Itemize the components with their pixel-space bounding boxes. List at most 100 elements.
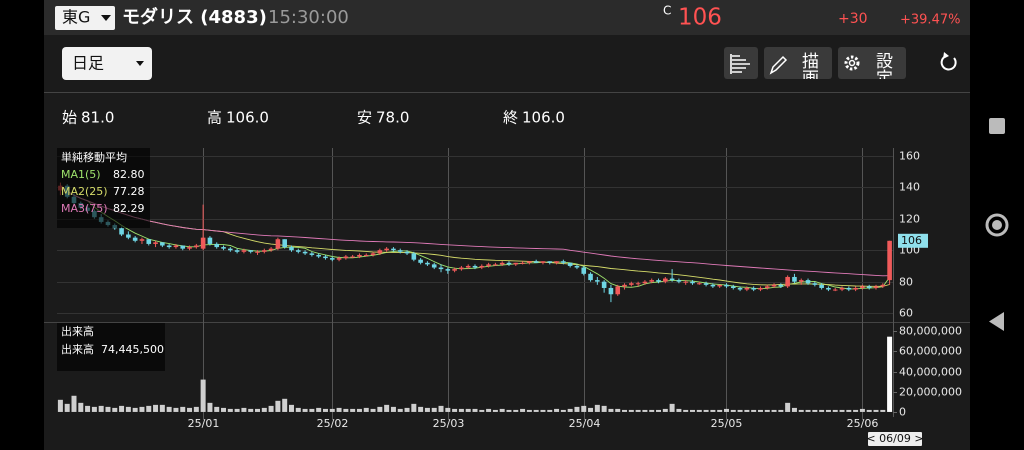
volume-bar: [696, 409, 702, 412]
candle-body: [635, 283, 641, 285]
ohlc-label: 終: [503, 109, 518, 127]
volume-bar: [180, 406, 186, 412]
volume-bar: [853, 409, 859, 412]
volume-bar: [723, 408, 729, 412]
candle-body: [234, 250, 240, 252]
interval-dropdown[interactable]: [62, 47, 152, 80]
volume-bar: [255, 408, 261, 412]
volume-tick-label: 80,000,000: [899, 325, 962, 338]
volume-bar: [153, 404, 159, 412]
refresh-icon[interactable]: [940, 55, 957, 71]
date-label: < 06/09 >: [866, 432, 923, 445]
change: +30: [838, 11, 868, 27]
interval: 日足: [72, 54, 104, 73]
legend-value: 82.29: [113, 202, 145, 215]
candle-body: [778, 284, 784, 287]
volume-bar: [193, 406, 199, 412]
volume-bar: [866, 409, 872, 412]
candle-body: [363, 254, 369, 256]
legend-title: 単純移動平均: [61, 150, 127, 164]
candle-body: [805, 280, 811, 284]
volume-bar: [146, 405, 152, 412]
volume-bar: [309, 408, 315, 412]
nav-back[interactable]: [989, 312, 1004, 331]
last-price-tag: [898, 233, 928, 248]
candle-body: [282, 239, 287, 248]
candle-body: [819, 284, 824, 288]
header-bar: [44, 0, 970, 35]
candle-body: [438, 267, 444, 270]
candle-body: [703, 283, 709, 285]
volume-bar: [268, 405, 274, 412]
nav-recent[interactable]: [989, 118, 1005, 134]
candle-body: [860, 286, 865, 288]
candle-body: [656, 280, 661, 282]
volume-bar: [370, 408, 376, 412]
volume-bar: [187, 407, 193, 412]
candle-body: [832, 289, 838, 291]
x-tick-label: 25/04: [569, 417, 601, 430]
volume-bar: [64, 403, 70, 412]
candle-body: [329, 258, 335, 260]
volume-bar: [730, 409, 736, 412]
candle-body: [262, 250, 267, 252]
candle-body: [595, 280, 600, 282]
volume-bar: [343, 408, 349, 412]
volume-bar: [526, 409, 532, 412]
market-dropdown[interactable]: [55, 6, 115, 30]
candle-body: [357, 254, 362, 257]
volume-bar: [78, 402, 84, 412]
candle-body: [384, 248, 389, 251]
volume-bar: [282, 398, 288, 412]
candle-body: [200, 237, 206, 249]
candle-body: [744, 287, 750, 290]
volume-bar: [200, 379, 206, 412]
volume-bar: [805, 409, 811, 412]
volume-bar: [846, 409, 852, 412]
market: 東G: [62, 8, 90, 27]
candle-body: [730, 286, 736, 288]
y-tick-label: 140: [899, 181, 920, 194]
legend-name: MA3(75): [61, 202, 108, 215]
candle-body: [798, 280, 804, 282]
volume-bar: [581, 405, 587, 412]
settings-button[interactable]: [838, 47, 906, 79]
candle-body: [663, 278, 668, 282]
volume-bar: [377, 406, 383, 412]
candle-body: [567, 262, 573, 266]
volume-bar: [683, 409, 689, 412]
x-tick-label: 25/05: [711, 417, 743, 430]
volume-bar: [547, 409, 553, 412]
x-tick-label: 25/06: [847, 417, 879, 430]
candle-body: [887, 240, 892, 281]
dropdown-arrow: [136, 61, 144, 66]
volume-bar: [424, 407, 430, 412]
y-tick-label: 60: [899, 307, 913, 320]
candle-body: [649, 280, 655, 282]
volume-bar: [839, 409, 845, 412]
layout-button[interactable]: [724, 47, 758, 79]
candle-body: [452, 269, 457, 271]
volume-bar: [744, 409, 750, 412]
candle-body: [513, 262, 519, 265]
candle-body: [527, 261, 532, 263]
candle-body: [377, 250, 383, 254]
volume-bar: [506, 409, 512, 412]
volume-bar: [336, 407, 342, 412]
candle-body: [758, 287, 763, 290]
layout-icon: [730, 54, 750, 74]
volume-bar: [438, 405, 444, 412]
draw-button[interactable]: [764, 47, 832, 79]
candle-body: [126, 234, 131, 238]
ohlc-value: 78.0: [376, 109, 409, 127]
volume-bar: [404, 407, 410, 412]
candle-body: [194, 245, 199, 248]
volume-bar: [533, 409, 539, 412]
candle-body: [465, 265, 471, 268]
volume-bar: [791, 407, 797, 412]
volume-bar: [662, 408, 668, 412]
nav-home[interactable]: [985, 213, 1009, 237]
candle-body: [302, 251, 308, 254]
